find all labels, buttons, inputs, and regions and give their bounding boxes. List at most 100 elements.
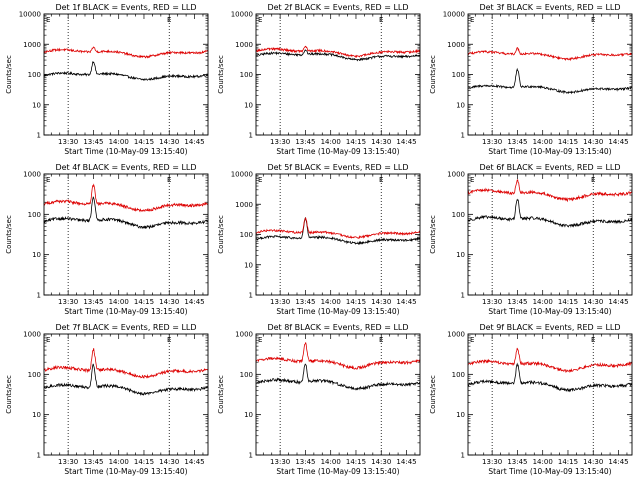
y-tick-label: 100: [28, 211, 41, 219]
x-tick-label: 14:15: [134, 458, 154, 466]
events-series-line: [467, 67, 633, 95]
x-tick-label: 14:30: [583, 458, 603, 466]
events-series-line: [255, 363, 421, 391]
panel-7: Det 7f BLACK = Events, RED = LLD Counts/s…: [5, 323, 209, 476]
plot-frame: [43, 333, 209, 456]
lld-series-line: [43, 46, 209, 59]
plot-frame: [255, 173, 421, 296]
x-tick-label: 14:30: [159, 298, 179, 306]
x-tick-label: 14:45: [396, 298, 416, 306]
annotation-label: E: [379, 16, 383, 24]
events-series-line: [467, 362, 633, 393]
annotation-label: E: [46, 176, 50, 184]
y-tick-label: 1000: [235, 201, 253, 209]
x-tick-label: 13:30: [58, 138, 78, 146]
x-axis-label: Start Time (10-May-09 13:15:40): [488, 467, 611, 476]
lld-series-line: [255, 45, 421, 59]
x-tick-label: 14:30: [371, 138, 391, 146]
y-tick-label: 10: [244, 411, 253, 419]
events-series-line: [255, 217, 421, 246]
y-tick-label: 1000: [235, 41, 253, 49]
y-axis-label: Counts/sec: [5, 215, 13, 254]
panel-title: Det 4f BLACK = Events, RED = LLD: [55, 163, 196, 172]
x-tick-label: 14:45: [396, 458, 416, 466]
y-tick-label: 1: [461, 132, 465, 140]
panel-title: Det 9f BLACK = Events, RED = LLD: [479, 323, 620, 332]
x-tick-label: 14:00: [109, 138, 129, 146]
panel-title: Det 6f BLACK = Events, RED = LLD: [479, 163, 620, 172]
annotation-label: E: [258, 336, 262, 344]
x-tick-label: 14:45: [608, 138, 628, 146]
y-tick-label: 1: [461, 452, 465, 460]
panel-title: Det 7f BLACK = Events, RED = LLD: [55, 323, 196, 332]
x-tick-label: 14:30: [159, 458, 179, 466]
x-tick-label: 14:00: [321, 298, 341, 306]
x-tick-label: 13:30: [482, 298, 502, 306]
events-series-line: [255, 49, 421, 62]
x-tick-label: 14:45: [184, 458, 204, 466]
lld-series-line: [467, 47, 633, 62]
x-tick-label: 13:30: [58, 298, 78, 306]
y-axis-label: Counts/sec: [217, 55, 225, 94]
panel-title: Det 8f BLACK = Events, RED = LLD: [267, 323, 408, 332]
lld-series-line: [255, 217, 421, 240]
x-tick-label: 14:00: [109, 298, 129, 306]
y-tick-label: 1000: [235, 331, 253, 339]
y-tick-label: 1000: [447, 331, 465, 339]
annotation-label: E: [167, 176, 171, 184]
annotation-label: E: [46, 336, 50, 344]
lld-series-line: [467, 179, 633, 203]
y-axis-label: Counts/sec: [217, 215, 225, 254]
y-tick-label: 10: [456, 101, 465, 109]
x-tick-label: 13:45: [295, 138, 315, 146]
x-tick-label: 13:45: [295, 458, 315, 466]
y-tick-label: 1: [37, 132, 41, 140]
y-tick-label: 1: [37, 292, 41, 300]
x-tick-label: 14:15: [134, 138, 154, 146]
y-tick-label: 10: [32, 251, 41, 259]
panel-4: Det 4f BLACK = Events, RED = LLD Counts/s…: [5, 163, 209, 316]
y-tick-label: 10000: [231, 11, 253, 19]
annotation-label: E: [470, 336, 474, 344]
annotation-label: E: [258, 16, 262, 24]
x-tick-label: 14:15: [558, 138, 578, 146]
x-tick-label: 14:30: [371, 458, 391, 466]
events-series-line: [44, 363, 209, 396]
y-tick-label: 1000: [23, 331, 41, 339]
x-tick-label: 14:45: [184, 138, 204, 146]
annotation-label: E: [591, 16, 595, 24]
y-tick-label: 1: [249, 292, 253, 300]
y-tick-label: 1000: [23, 41, 41, 49]
plot-frame: [467, 173, 633, 296]
x-axis-label: Start Time (10-May-09 13:15:40): [64, 147, 187, 156]
lld-series-line: [255, 342, 421, 370]
panel-title: Det 2f BLACK = Events, RED = LLD: [267, 3, 408, 12]
annotation-label: E: [46, 16, 50, 24]
y-tick-label: 100: [28, 371, 41, 379]
y-tick-label: 100: [452, 211, 465, 219]
x-axis-label: Start Time (10-May-09 13:15:40): [64, 467, 187, 476]
x-axis-label: Start Time (10-May-09 13:15:40): [276, 307, 399, 316]
annotation-label: E: [258, 176, 262, 184]
x-tick-label: 14:15: [558, 458, 578, 466]
y-axis-label: Counts/sec: [5, 55, 13, 94]
x-tick-label: 14:30: [583, 138, 603, 146]
lld-series-line: [43, 183, 209, 213]
x-tick-label: 14:00: [533, 138, 553, 146]
x-tick-label: 14:00: [321, 138, 341, 146]
x-tick-label: 13:45: [83, 298, 103, 306]
x-tick-label: 13:45: [83, 138, 103, 146]
x-axis-label: Start Time (10-May-09 13:15:40): [488, 147, 611, 156]
panel-title: Det 3f BLACK = Events, RED = LLD: [479, 3, 620, 12]
panel-9: Det 9f BLACK = Events, RED = LLD Counts/s…: [429, 323, 633, 476]
lld-series-line: [43, 348, 209, 379]
panel-3: Det 3f BLACK = Events, RED = LLD Counts/s…: [429, 3, 633, 156]
y-axis-label: Counts/sec: [429, 375, 437, 414]
x-tick-label: 13:45: [83, 458, 103, 466]
plot-frame: [467, 333, 633, 456]
x-axis-label: Start Time (10-May-09 13:15:40): [276, 147, 399, 156]
annotation-label: E: [591, 336, 595, 344]
annotation-label: E: [470, 16, 474, 24]
lld-series-line: [467, 347, 633, 374]
